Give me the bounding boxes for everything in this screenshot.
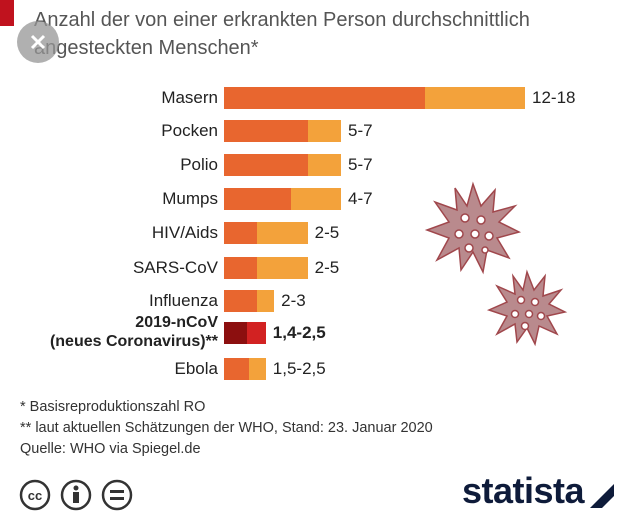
accent-bar: [0, 0, 14, 26]
bar-low: [224, 154, 308, 176]
value-label: 12-18: [532, 88, 576, 107]
bar-high: [249, 358, 266, 380]
category-label: 2019-nCoV (neues Coronavirus)**: [49, 314, 218, 350]
bar-high: [307, 154, 342, 176]
value-label: 1,5-2,5: [272, 359, 326, 378]
bar-low: [224, 87, 425, 109]
value-label: 2-5: [314, 223, 340, 242]
value-label: 5-7: [348, 121, 373, 140]
virus-icons: [424, 181, 568, 347]
value-label: 4-7: [348, 189, 373, 208]
value-label: 2-3: [281, 291, 306, 310]
bar-high: [290, 188, 342, 210]
bar-low: [224, 257, 258, 279]
bar-low: [224, 120, 308, 142]
bar-high: [247, 322, 266, 344]
chart-title: Anzahl der von einer erkrankten Person d…: [34, 9, 530, 59]
footnote: ** laut aktuellen Schätzungen der WHO, S…: [20, 420, 433, 436]
svg-text:cc: cc: [28, 488, 42, 503]
bar-low: [224, 290, 258, 312]
footnote: Quelle: WHO via Spiegel.de: [20, 441, 201, 457]
category-label: HIV/Aids: [151, 223, 218, 242]
category-label: Masern: [161, 88, 218, 107]
value-label: 1,4-2,5: [272, 323, 326, 342]
bar-low: [224, 222, 258, 244]
category-label: SARS-CoV: [132, 258, 218, 277]
bar-high: [424, 87, 525, 109]
bar-high: [257, 222, 308, 244]
category-label: Pocken: [161, 121, 218, 140]
category-label: Mumps: [162, 189, 218, 208]
value-label: 2-5: [314, 258, 340, 277]
brand-mark: [590, 484, 614, 508]
bar-high: [307, 120, 342, 142]
value-label: 5-7: [348, 155, 373, 174]
close-button[interactable]: [17, 21, 59, 63]
license-icons: cc: [19, 479, 133, 511]
bar-high: [257, 257, 308, 279]
bar-low: [224, 358, 250, 380]
brand-logo: statista: [462, 470, 585, 511]
bar-low: [224, 188, 291, 210]
category-label: Influenza: [149, 291, 218, 310]
bar-high: [257, 290, 275, 312]
footnote: * Basisreproduktionszahl RO: [20, 399, 206, 415]
category-label: Polio: [180, 155, 218, 174]
bar-low: [224, 322, 248, 344]
category-label: Ebola: [174, 359, 218, 378]
close-icon: [30, 34, 46, 50]
